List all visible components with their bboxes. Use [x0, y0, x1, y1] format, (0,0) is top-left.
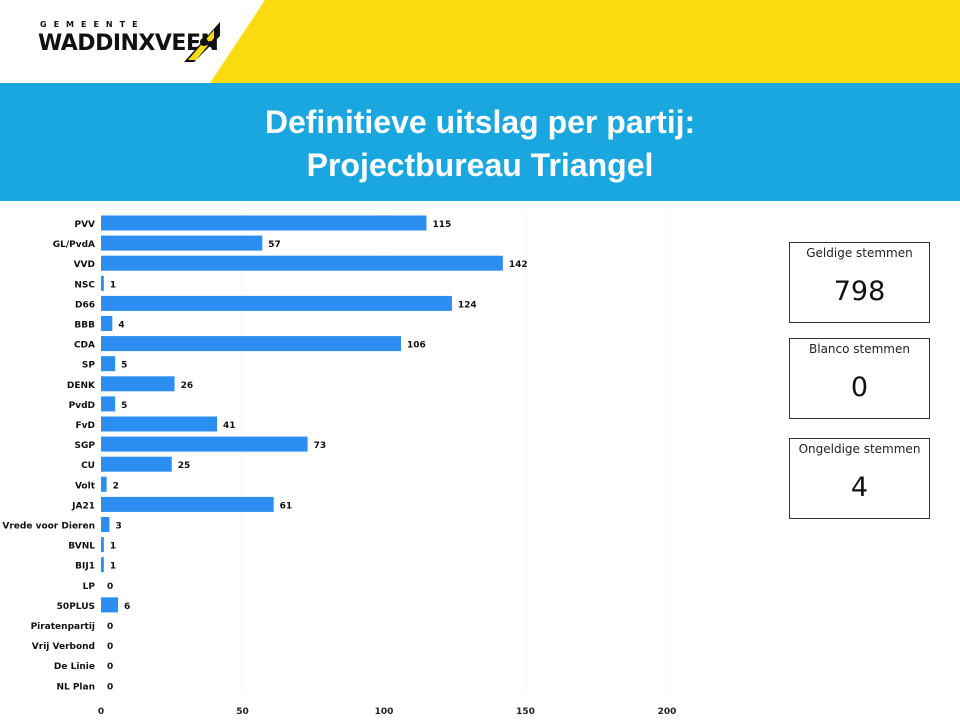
- page-title: Definitieve uitslag per partij:: [264, 104, 696, 140]
- category-label: LP: [83, 582, 96, 592]
- category-label: BBB: [74, 321, 95, 331]
- category-label: DENK: [67, 381, 96, 391]
- logo-name: WADDINXVEEN: [38, 31, 219, 56]
- data-label: 61: [280, 501, 293, 511]
- title-band: Definitieve uitslag per partij: Projectb…: [0, 83, 960, 201]
- bar: [101, 316, 113, 331]
- bar: [101, 517, 110, 532]
- data-label: 0: [107, 682, 113, 692]
- category-label: BVNL: [68, 542, 95, 552]
- data-label: 142: [509, 260, 528, 270]
- category-label: De Linie: [54, 662, 95, 672]
- category-label: Piratenpartij: [31, 622, 95, 632]
- data-label: 73: [314, 441, 327, 451]
- category-label: CDA: [74, 341, 95, 351]
- kpi-valid-votes: Geldige stemmen 798: [789, 242, 930, 323]
- bar: [101, 336, 401, 352]
- category-label: PvdD: [69, 401, 95, 411]
- data-label: 4: [118, 321, 124, 331]
- category-label: FvD: [76, 421, 96, 431]
- bar: [101, 356, 116, 372]
- bar: [101, 235, 263, 251]
- page-subtitle: Projectbureau Triangel: [306, 147, 654, 183]
- data-label: 1: [110, 542, 116, 552]
- top-bar: GEMEENTE WADDINXVEEN: [0, 0, 960, 83]
- data-label: 57: [268, 240, 281, 250]
- data-label: 115: [432, 220, 451, 230]
- data-label: 26: [181, 381, 194, 391]
- kpi-invalid-votes: Ongeldige stemmen 4: [789, 438, 930, 519]
- category-label: VVD: [74, 260, 95, 270]
- kpi-value: 0: [850, 372, 869, 403]
- category-label: Vrede voor Dieren: [2, 522, 95, 532]
- bar: [101, 255, 503, 271]
- kpi-label: Blanco stemmen: [809, 342, 910, 356]
- kpi-label: Geldige stemmen: [806, 246, 913, 260]
- category-label: SP: [82, 361, 95, 371]
- category-label: D66: [75, 300, 95, 310]
- category-label: NSC: [74, 280, 95, 290]
- kpi-blank-votes: Blanco stemmen 0: [789, 338, 930, 419]
- data-label: 0: [107, 582, 113, 592]
- bar: [101, 376, 175, 392]
- x-tick-label: 50: [236, 707, 249, 717]
- data-label: 106: [407, 341, 426, 351]
- data-label: 25: [178, 461, 191, 471]
- x-tick-label: 0: [98, 707, 104, 717]
- kpi-value: 798: [833, 276, 886, 307]
- category-label: PVV: [74, 220, 95, 230]
- data-label: 3: [115, 522, 121, 532]
- bar: [101, 557, 104, 573]
- category-label: Volt: [75, 481, 96, 491]
- category-label: BIJ1: [75, 562, 95, 572]
- data-label: 1: [110, 562, 116, 572]
- results-bar-chart: 050100150200250300PVV115GL/PvdA57VVD142N…: [2, 213, 677, 717]
- x-tick-label: 200: [658, 707, 677, 717]
- yellow-band: [210, 0, 960, 83]
- municipality-logo: GEMEENTE WADDINXVEEN: [38, 20, 228, 70]
- category-label: GL/PvdA: [53, 240, 95, 250]
- data-label: 2: [113, 481, 119, 491]
- bar: [101, 456, 172, 472]
- bar: [101, 436, 308, 452]
- category-label: CU: [81, 461, 95, 471]
- data-label: 5: [121, 361, 127, 371]
- x-tick-label: 150: [516, 707, 535, 717]
- data-label: 0: [107, 642, 113, 652]
- data-label: 1: [110, 280, 116, 290]
- category-label: NL Plan: [56, 682, 95, 692]
- data-label: 0: [107, 622, 113, 632]
- kpi-label: Ongeldige stemmen: [798, 442, 921, 456]
- data-label: 0: [107, 662, 113, 672]
- category-label: SGP: [75, 441, 96, 451]
- bar: [101, 496, 274, 512]
- bar: [101, 416, 218, 432]
- bar: [101, 537, 104, 553]
- category-label: JA21: [71, 501, 95, 511]
- bar: [101, 215, 427, 231]
- logo-emblem-icon: [184, 22, 220, 62]
- data-label: 5: [121, 401, 127, 411]
- data-label: 41: [223, 421, 236, 431]
- bar: [101, 295, 452, 311]
- logo-subtitle: GEMEENTE: [40, 20, 145, 29]
- data-label: 6: [124, 602, 130, 612]
- bar: [101, 597, 118, 613]
- data-label: 124: [458, 300, 477, 310]
- category-label: Vrij Verbond: [32, 642, 95, 652]
- kpi-value: 4: [850, 472, 869, 503]
- category-label: 50PLUS: [57, 602, 95, 612]
- bar: [101, 275, 104, 291]
- bar: [101, 396, 116, 412]
- bar: [101, 476, 107, 492]
- x-tick-label: 100: [375, 707, 394, 717]
